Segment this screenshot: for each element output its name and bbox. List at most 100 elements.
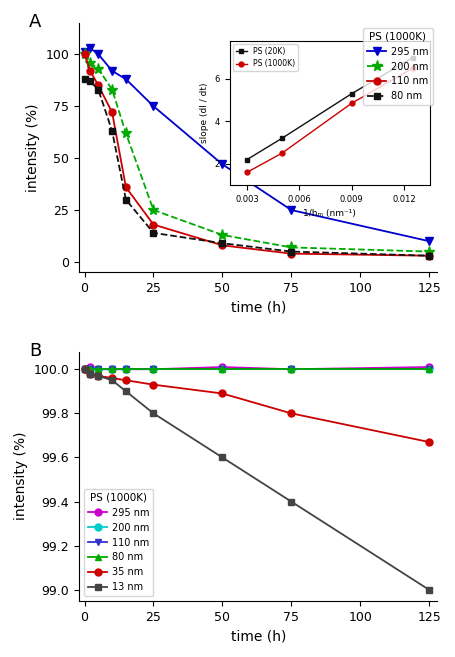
110 nm xyxy=(82,365,87,373)
Line: 295 nm: 295 nm xyxy=(81,44,433,245)
295 nm xyxy=(288,365,294,373)
35 nm xyxy=(96,372,101,380)
13 nm xyxy=(109,376,115,384)
Line: 110 nm: 110 nm xyxy=(81,51,433,260)
Line: 13 nm: 13 nm xyxy=(81,366,433,593)
80 nm xyxy=(426,252,432,260)
295 nm xyxy=(151,365,156,373)
295 nm xyxy=(426,237,432,245)
35 nm xyxy=(426,438,432,446)
200 nm xyxy=(426,365,432,373)
Legend: 295 nm, 200 nm, 110 nm, 80 nm: 295 nm, 200 nm, 110 nm, 80 nm xyxy=(363,28,433,105)
110 nm xyxy=(220,365,225,373)
80 nm xyxy=(109,365,115,373)
80 nm xyxy=(123,196,129,204)
35 nm xyxy=(220,390,225,397)
200 nm xyxy=(220,365,225,373)
35 nm xyxy=(123,376,129,384)
295 nm xyxy=(82,365,87,373)
Line: 80 nm: 80 nm xyxy=(81,76,433,260)
80 nm xyxy=(87,78,93,85)
80 nm xyxy=(82,365,87,373)
13 nm xyxy=(426,586,432,594)
Legend: 295 nm, 200 nm, 110 nm, 80 nm, 35 nm, 13 nm: 295 nm, 200 nm, 110 nm, 80 nm, 35 nm, 13… xyxy=(84,489,153,596)
13 nm xyxy=(288,497,294,505)
35 nm xyxy=(151,380,156,388)
13 nm xyxy=(87,370,93,378)
200 nm xyxy=(87,365,93,373)
295 nm xyxy=(87,363,93,371)
295 nm xyxy=(123,75,129,83)
110 nm xyxy=(82,51,87,58)
295 nm xyxy=(96,365,101,373)
295 nm xyxy=(288,206,294,214)
Line: 35 nm: 35 nm xyxy=(81,366,433,445)
80 nm xyxy=(151,365,156,373)
110 nm xyxy=(151,365,156,373)
200 nm xyxy=(109,85,115,93)
80 nm xyxy=(87,365,93,373)
200 nm xyxy=(109,365,115,373)
200 nm xyxy=(82,365,87,373)
35 nm xyxy=(109,374,115,382)
Line: 200 nm: 200 nm xyxy=(81,366,433,373)
110 nm xyxy=(288,250,294,258)
110 nm xyxy=(220,241,225,249)
200 nm xyxy=(426,248,432,256)
80 nm xyxy=(96,365,101,373)
80 nm xyxy=(220,239,225,247)
80 nm xyxy=(123,365,129,373)
Line: 295 nm: 295 nm xyxy=(81,363,433,373)
110 nm xyxy=(151,221,156,229)
200 nm xyxy=(96,365,101,373)
295 nm xyxy=(426,363,432,371)
13 nm xyxy=(123,388,129,396)
80 nm xyxy=(109,127,115,135)
X-axis label: time (h): time (h) xyxy=(231,629,286,643)
295 nm xyxy=(220,363,225,371)
Text: A: A xyxy=(29,13,41,31)
110 nm xyxy=(288,365,294,373)
200 nm xyxy=(151,206,156,214)
200 nm xyxy=(123,129,129,137)
295 nm xyxy=(96,51,101,58)
295 nm xyxy=(109,67,115,75)
80 nm xyxy=(96,85,101,93)
200 nm xyxy=(151,365,156,373)
35 nm xyxy=(87,370,93,378)
35 nm xyxy=(288,409,294,417)
Y-axis label: intensity (%): intensity (%) xyxy=(14,432,28,520)
Line: 200 nm: 200 nm xyxy=(79,49,435,257)
200 nm xyxy=(87,58,93,66)
Line: 80 nm: 80 nm xyxy=(81,366,433,373)
110 nm xyxy=(87,67,93,75)
110 nm xyxy=(109,365,115,373)
110 nm xyxy=(426,252,432,260)
110 nm xyxy=(109,108,115,116)
295 nm xyxy=(151,102,156,110)
295 nm xyxy=(123,365,129,373)
13 nm xyxy=(151,409,156,417)
200 nm xyxy=(123,365,129,373)
Y-axis label: intensity (%): intensity (%) xyxy=(26,103,40,192)
200 nm xyxy=(288,365,294,373)
110 nm xyxy=(87,365,93,373)
200 nm xyxy=(82,51,87,58)
80 nm xyxy=(82,75,87,83)
295 nm xyxy=(109,365,115,373)
295 nm xyxy=(220,160,225,168)
110 nm xyxy=(96,81,101,89)
200 nm xyxy=(220,231,225,239)
80 nm xyxy=(426,365,432,373)
35 nm xyxy=(82,365,87,373)
200 nm xyxy=(288,244,294,252)
80 nm xyxy=(288,248,294,256)
80 nm xyxy=(220,365,225,373)
X-axis label: time (h): time (h) xyxy=(231,301,286,315)
Line: 110 nm: 110 nm xyxy=(81,366,433,373)
295 nm xyxy=(87,44,93,52)
295 nm xyxy=(82,48,87,56)
200 nm xyxy=(96,65,101,73)
13 nm xyxy=(220,453,225,461)
110 nm xyxy=(123,183,129,191)
